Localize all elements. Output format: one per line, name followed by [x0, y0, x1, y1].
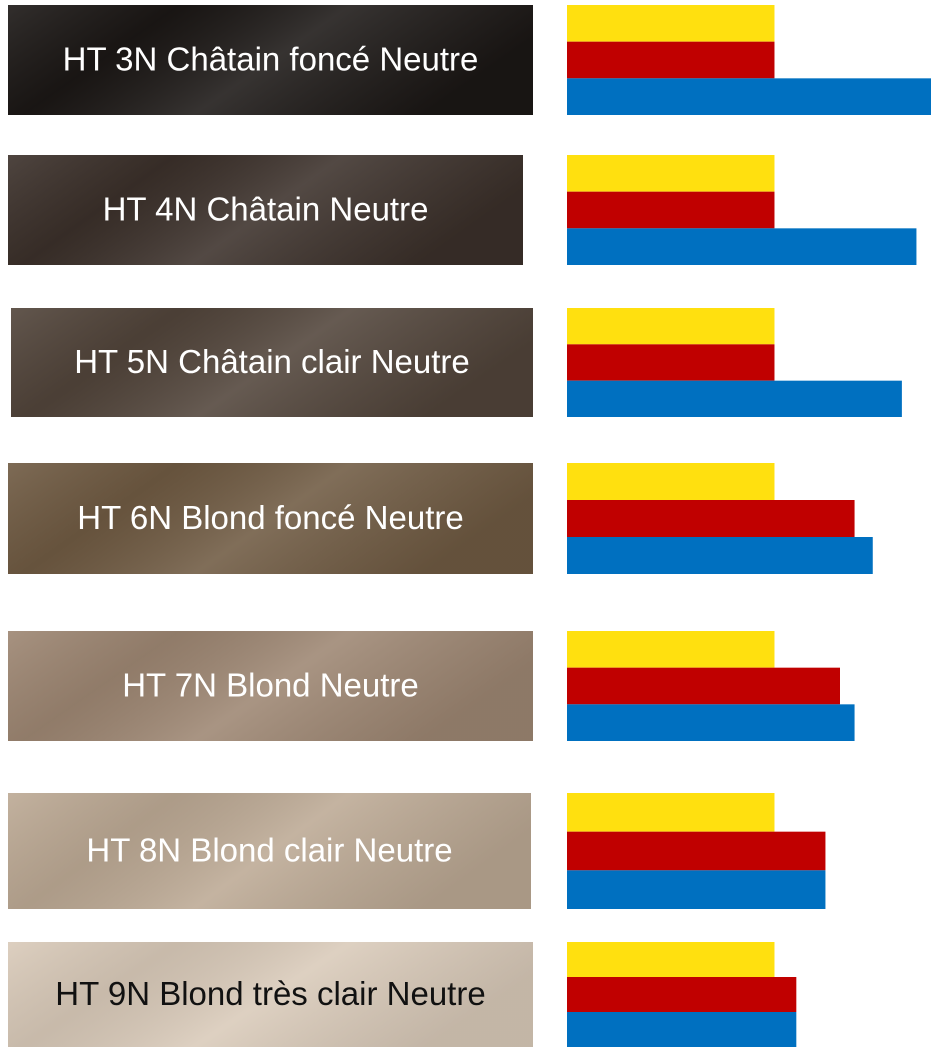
swatch-label: HT 9N Blond très clair Neutre [55, 975, 485, 1012]
bar [567, 977, 796, 1012]
bar [567, 78, 931, 115]
bar [567, 793, 774, 832]
swatch-label: HT 8N Blond clair Neutre [86, 832, 452, 869]
chart: HT 3N Châtain foncé Neutre HT 4N Châtain … [0, 0, 931, 1047]
bar [567, 5, 774, 42]
swatch-label: HT 6N Blond foncé Neutre [77, 499, 463, 536]
bar [567, 463, 774, 500]
bar [567, 631, 774, 668]
bar [567, 870, 825, 909]
bar [567, 308, 774, 344]
bar [567, 704, 855, 741]
bar [567, 42, 774, 79]
bar [567, 537, 873, 574]
page: HT 3N Châtain foncé Neutre HT 4N Châtain … [0, 0, 931, 1047]
swatch-label: HT 4N Châtain Neutre [103, 191, 429, 228]
swatch-label: HT 7N Blond Neutre [122, 667, 419, 704]
bar [567, 344, 774, 380]
bar [567, 668, 840, 705]
bar [567, 832, 825, 871]
bar [567, 381, 902, 417]
bar [567, 228, 916, 265]
bar [567, 192, 774, 229]
bar [567, 942, 774, 977]
bar [567, 500, 855, 537]
swatch-label: HT 5N Châtain clair Neutre [74, 343, 470, 380]
bar [567, 1012, 796, 1047]
bar [567, 155, 774, 192]
swatch-label: HT 3N Châtain foncé Neutre [63, 41, 479, 78]
